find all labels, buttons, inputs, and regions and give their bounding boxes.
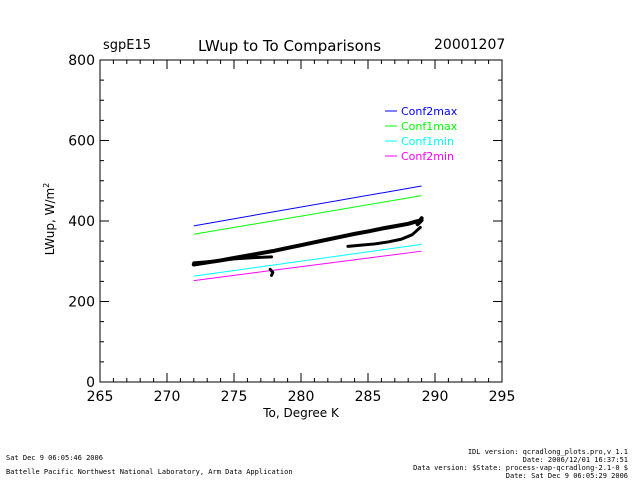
y-tick-label: 0: [86, 375, 95, 391]
y-tick-label: 200: [68, 295, 95, 311]
footer-idl-date: Date: 2006/12/01 16:37:51: [522, 456, 628, 464]
series-line-conf1min: [193, 243, 422, 277]
y-tick-label: 800: [68, 53, 95, 69]
date-label: 20001207: [434, 37, 506, 53]
x-tick-label: 290: [422, 389, 449, 405]
legend-label: Conf2max: [401, 105, 458, 118]
footer-idl-version: IDL version: qcradlong_plots.pro,v 1.1: [467, 448, 628, 456]
footer-run-time: Sat Dec 9 06:05:46 2006: [6, 454, 103, 462]
x-tick-label: 265: [87, 389, 114, 405]
observed-trace-segment: [346, 225, 422, 248]
legend-label: Conf1min: [401, 135, 454, 148]
x-tick-label: 295: [489, 389, 516, 405]
x-tick-label: 270: [154, 389, 181, 405]
legend-label: Conf2min: [401, 150, 454, 163]
series-line-conf2min: [193, 250, 422, 282]
legend-label: Conf1max: [401, 120, 458, 133]
observed-trace-segment: [192, 255, 274, 265]
series-line-conf1max: [193, 195, 422, 235]
x-tick-label: 285: [355, 389, 382, 405]
site-label: sgpE15: [103, 38, 152, 53]
x-tick-label: 275: [221, 389, 248, 405]
y-tick-label: 600: [68, 134, 95, 150]
observed-trace-segment: [268, 267, 275, 277]
y-tick-label: 400: [68, 214, 95, 230]
series-line-conf2max: [193, 185, 422, 227]
footer-data-date: Date: Sat Dec 9 06:05:29 2006: [505, 472, 628, 480]
footer-institution: Battelle Pacific Northwest National Labo…: [6, 468, 293, 476]
y-axis-label-superscript: 2: [42, 183, 51, 188]
y-axis-label: LWup, W/m2: [42, 183, 57, 256]
x-tick-label: 280: [288, 389, 315, 405]
chart-title: LWup to To Comparisons: [198, 37, 382, 55]
footer-data-version: Data version: $State: process-vap-qcradl…: [413, 464, 628, 472]
x-axis-label: To, Degree K: [262, 406, 340, 420]
